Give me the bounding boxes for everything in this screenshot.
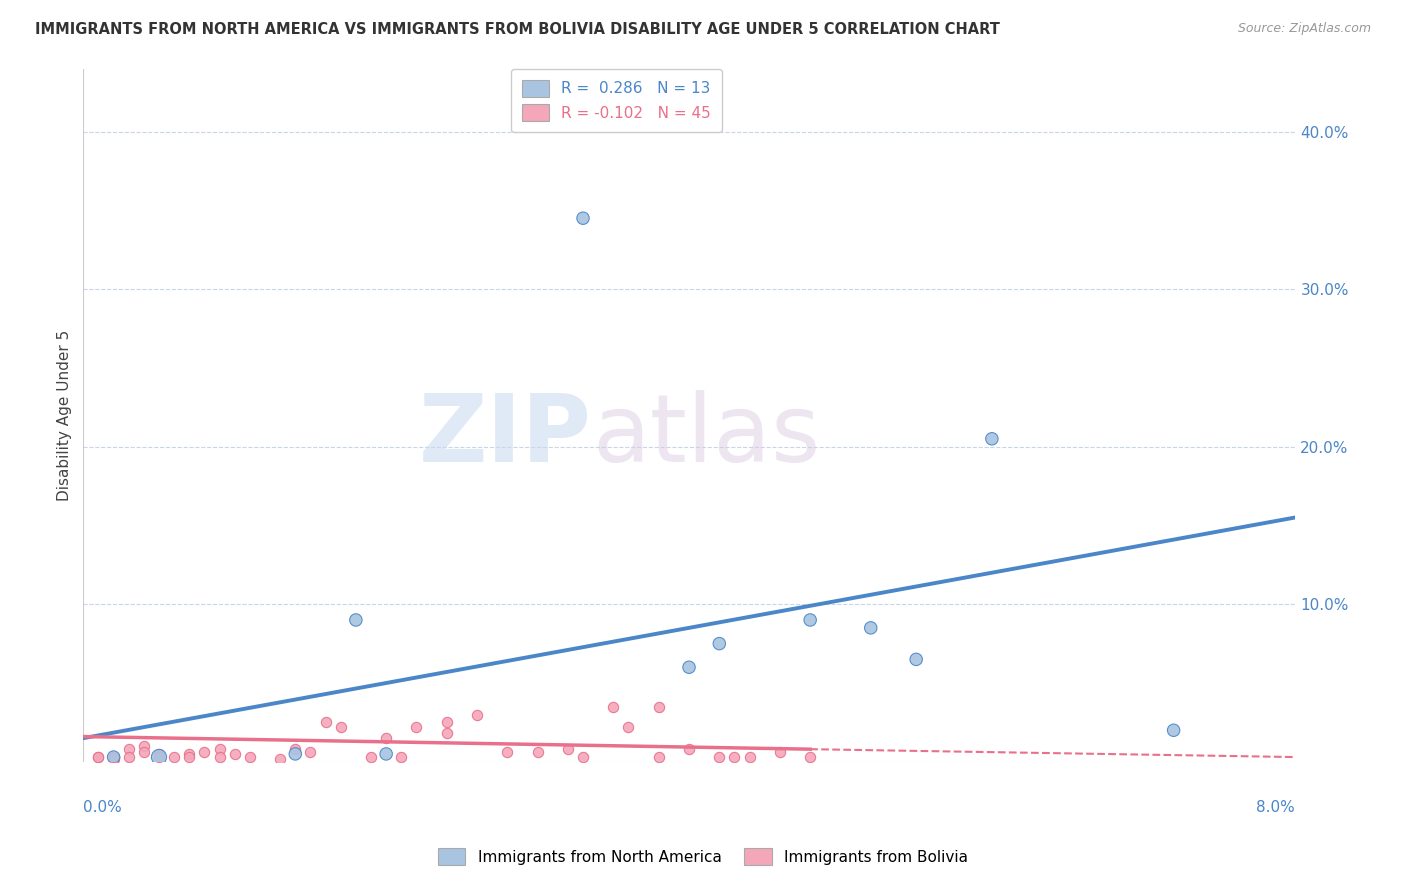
- Point: [224, 747, 246, 761]
- Point: [148, 747, 170, 761]
- Point: [648, 699, 671, 714]
- Point: [526, 745, 548, 759]
- Point: [87, 750, 110, 764]
- Point: [1163, 723, 1185, 738]
- Point: [859, 621, 882, 635]
- Point: [465, 707, 488, 722]
- Point: [103, 750, 125, 764]
- Point: [148, 750, 170, 764]
- Point: [436, 726, 458, 740]
- Point: [648, 750, 671, 764]
- Point: [709, 637, 731, 651]
- Point: [148, 750, 170, 764]
- Text: Source: ZipAtlas.com: Source: ZipAtlas.com: [1237, 22, 1371, 36]
- Point: [208, 742, 231, 756]
- Point: [572, 211, 595, 226]
- Point: [132, 745, 155, 759]
- Point: [617, 720, 640, 734]
- Text: ZIP: ZIP: [419, 390, 592, 482]
- Point: [723, 750, 745, 764]
- Legend: Immigrants from North America, Immigrants from Bolivia: Immigrants from North America, Immigrant…: [432, 842, 974, 871]
- Point: [329, 720, 352, 734]
- Text: IMMIGRANTS FROM NORTH AMERICA VS IMMIGRANTS FROM BOLIVIA DISABILITY AGE UNDER 5 : IMMIGRANTS FROM NORTH AMERICA VS IMMIGRA…: [35, 22, 1000, 37]
- Point: [103, 750, 125, 764]
- Point: [103, 751, 125, 765]
- Point: [118, 750, 141, 764]
- Point: [208, 750, 231, 764]
- Point: [769, 745, 792, 759]
- Point: [602, 699, 624, 714]
- Point: [284, 742, 307, 756]
- Text: 8.0%: 8.0%: [1256, 800, 1295, 815]
- Point: [496, 745, 519, 759]
- Point: [678, 660, 700, 674]
- Point: [980, 432, 1002, 446]
- Point: [572, 750, 595, 764]
- Point: [557, 742, 579, 756]
- Point: [179, 750, 201, 764]
- Point: [315, 715, 337, 730]
- Point: [344, 613, 367, 627]
- Point: [163, 750, 186, 764]
- Point: [905, 652, 928, 666]
- Point: [799, 613, 821, 627]
- Point: [709, 750, 731, 764]
- Point: [239, 750, 262, 764]
- Point: [118, 742, 141, 756]
- Y-axis label: Disability Age Under 5: Disability Age Under 5: [58, 329, 72, 500]
- Point: [375, 731, 398, 746]
- Legend: R =  0.286   N = 13, R = -0.102   N = 45: R = 0.286 N = 13, R = -0.102 N = 45: [510, 70, 721, 131]
- Point: [87, 750, 110, 764]
- Point: [193, 745, 215, 759]
- Point: [436, 715, 458, 730]
- Point: [284, 747, 307, 761]
- Point: [738, 750, 761, 764]
- Point: [269, 751, 291, 765]
- Text: atlas: atlas: [592, 390, 820, 482]
- Point: [103, 750, 125, 764]
- Point: [678, 742, 700, 756]
- Point: [360, 750, 382, 764]
- Point: [389, 750, 412, 764]
- Point: [179, 747, 201, 761]
- Point: [132, 739, 155, 753]
- Point: [405, 720, 427, 734]
- Point: [375, 747, 398, 761]
- Point: [799, 750, 821, 764]
- Text: 0.0%: 0.0%: [83, 800, 122, 815]
- Point: [299, 745, 322, 759]
